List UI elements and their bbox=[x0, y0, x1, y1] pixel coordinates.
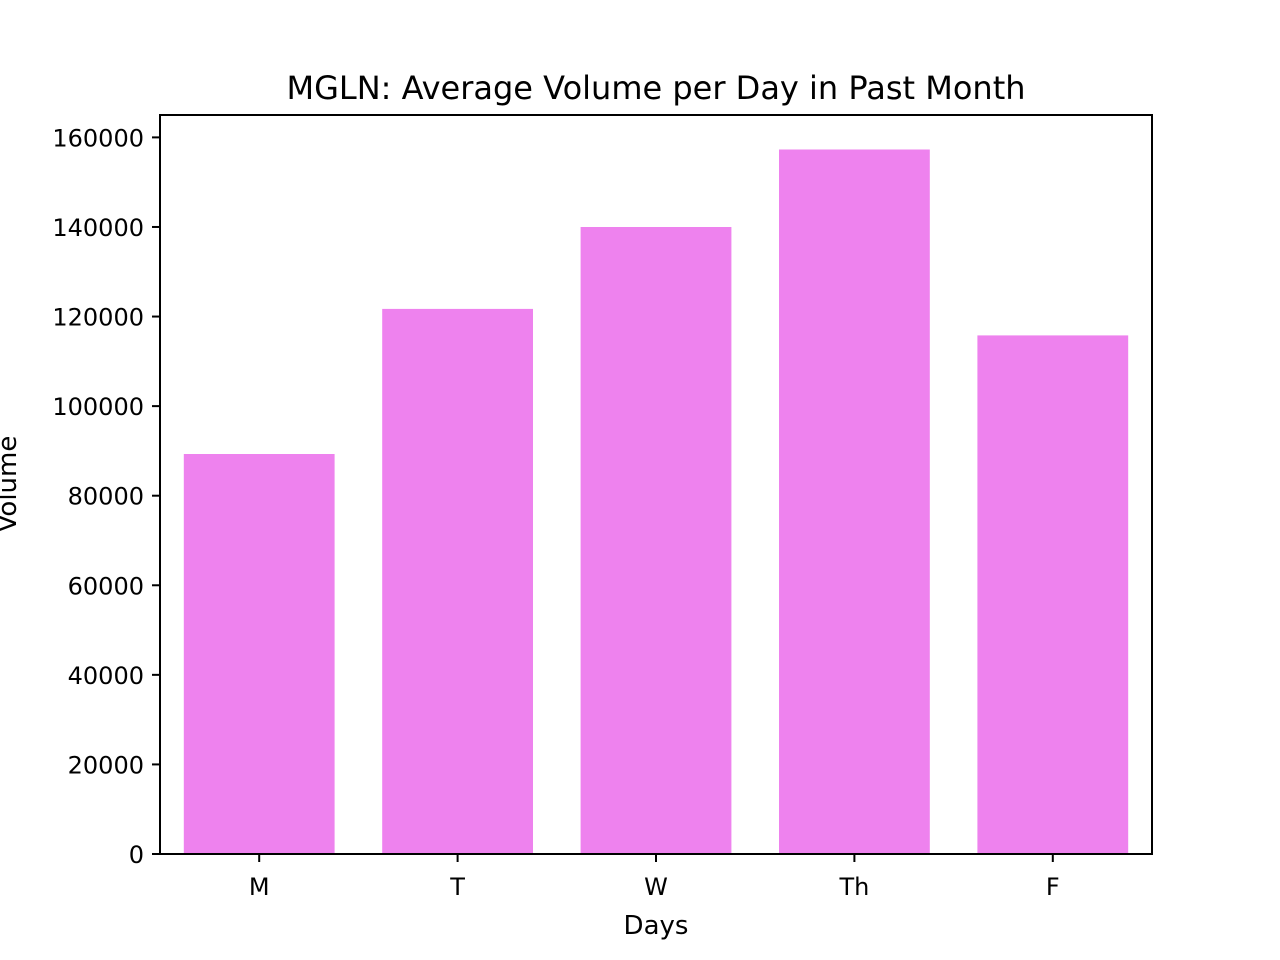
y-axis-label: Volume bbox=[0, 436, 23, 533]
y-tick-label: 40000 bbox=[68, 662, 144, 690]
y-tick-label: 120000 bbox=[52, 304, 144, 332]
y-axis-ticks: 0 20000 40000 60000 80000 100000 120000 140000 1… bbox=[52, 124, 160, 869]
x-tick-label: F bbox=[1046, 873, 1060, 901]
x-tick-label: W bbox=[644, 873, 668, 901]
y-tick-label: 80000 bbox=[68, 483, 144, 511]
plot-frame bbox=[159, 114, 1153, 855]
x-axis-ticks: M T W Th F bbox=[249, 854, 1060, 901]
x-tick-label: Th bbox=[838, 873, 869, 901]
y-tick-label: 160000 bbox=[52, 124, 144, 152]
y-tick-label: 0 bbox=[129, 841, 144, 869]
x-axis-label: Days bbox=[624, 911, 689, 941]
bar-m bbox=[183, 454, 335, 854]
x-tick-label: M bbox=[249, 873, 270, 901]
bar-w bbox=[580, 227, 732, 854]
y-tick-label: 20000 bbox=[68, 751, 144, 779]
y-tick-label: 60000 bbox=[68, 572, 144, 600]
x-tick-label: T bbox=[449, 873, 465, 901]
chart-title: MGLN: Average Volume per Day in Past Mon… bbox=[286, 69, 1025, 107]
bar-th bbox=[779, 149, 930, 854]
y-tick-label: 140000 bbox=[52, 214, 144, 242]
y-tick-label: 100000 bbox=[52, 393, 144, 421]
bars-group bbox=[183, 149, 1129, 854]
bar-t bbox=[382, 308, 533, 854]
bar-f bbox=[977, 335, 1129, 854]
